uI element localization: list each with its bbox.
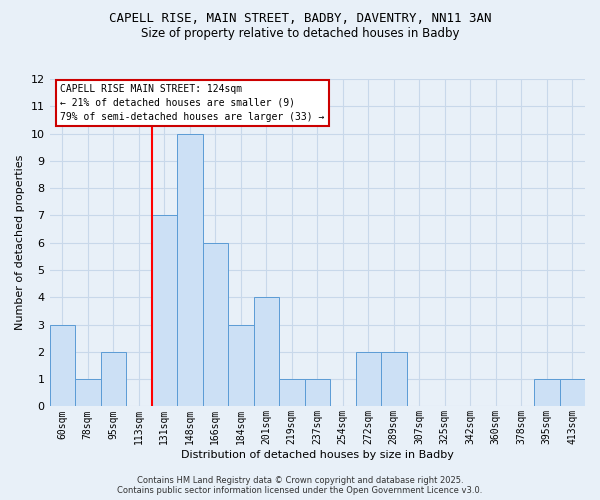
Bar: [152, 216, 177, 406]
Text: CAPELL RISE MAIN STREET: 124sqm
← 21% of detached houses are smaller (9)
79% of : CAPELL RISE MAIN STREET: 124sqm ← 21% of…: [60, 84, 325, 122]
Bar: [279, 379, 305, 406]
Text: Contains HM Land Registry data © Crown copyright and database right 2025.
Contai: Contains HM Land Registry data © Crown c…: [118, 476, 482, 495]
Bar: [560, 379, 585, 406]
Bar: [177, 134, 203, 406]
Bar: [228, 324, 254, 406]
Bar: [381, 352, 407, 406]
Text: CAPELL RISE, MAIN STREET, BADBY, DAVENTRY, NN11 3AN: CAPELL RISE, MAIN STREET, BADBY, DAVENTR…: [109, 12, 491, 26]
Bar: [203, 242, 228, 406]
Bar: [356, 352, 381, 406]
Bar: [305, 379, 330, 406]
Bar: [254, 298, 279, 406]
Bar: [534, 379, 560, 406]
Bar: [101, 352, 126, 406]
Bar: [75, 379, 101, 406]
Text: Size of property relative to detached houses in Badby: Size of property relative to detached ho…: [141, 28, 459, 40]
Y-axis label: Number of detached properties: Number of detached properties: [15, 155, 25, 330]
Bar: [50, 324, 75, 406]
X-axis label: Distribution of detached houses by size in Badby: Distribution of detached houses by size …: [181, 450, 454, 460]
